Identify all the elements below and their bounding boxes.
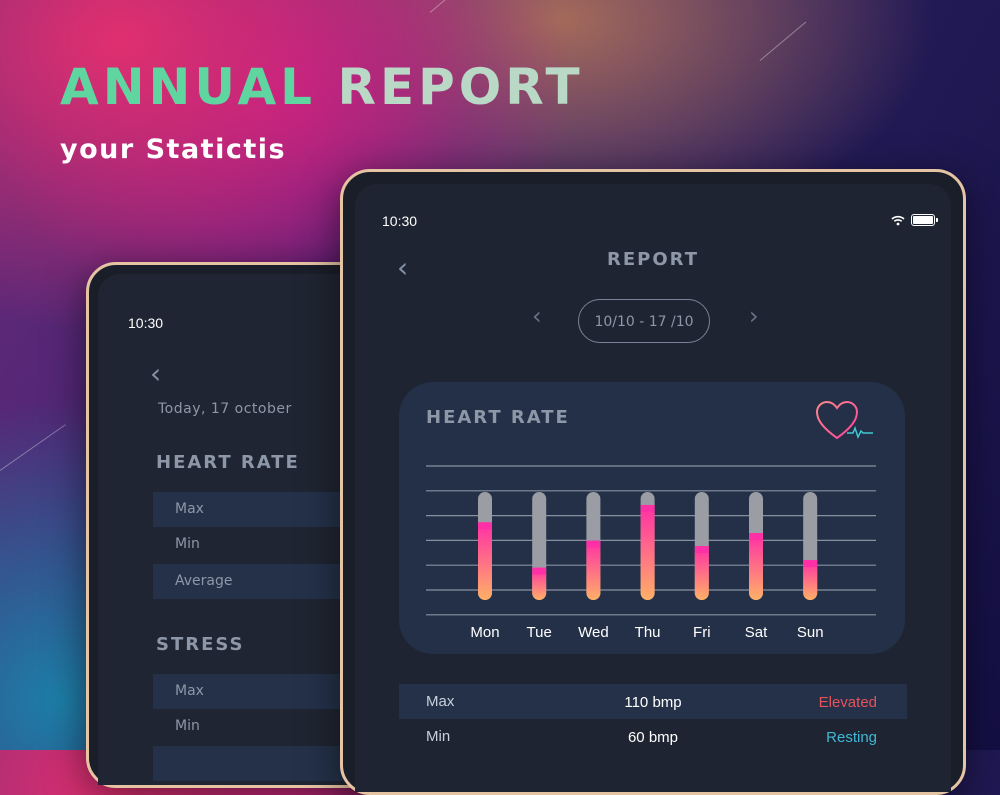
chart-bar-cap [803, 560, 818, 568]
chart-bar-sat[interactable] [749, 533, 763, 600]
chart-bar-cap [532, 567, 547, 575]
headline-subtitle: your Statictis [60, 134, 287, 165]
chart-bar-cap [749, 533, 763, 541]
chart-tick-label: Sat [745, 624, 768, 641]
heart-rate-card: HEART RATE Mon Tue Wed Thu Fri Sat Sun [399, 382, 905, 654]
chart-bar-cap [586, 540, 601, 548]
chart-bar-mon[interactable] [478, 522, 492, 600]
chart-bar-cap [640, 504, 655, 512]
chart-bar-cap [694, 546, 709, 553]
stress-title: STRESS [156, 634, 245, 655]
back-chevron-icon[interactable]: ‹ [150, 357, 162, 390]
prev-range-chevron-icon[interactable]: ‹ [532, 302, 542, 330]
chart-tick-label: Tue [527, 624, 552, 641]
heart-rate-title: HEART RATE [156, 452, 300, 473]
stats-table: Max 110 bmp Elevated Min 60 bmp Resting [399, 684, 907, 754]
date-range-pill[interactable]: 10/10 - 17 /10 [578, 299, 710, 343]
battery-icon [911, 214, 938, 226]
headline-word-report: REPORT [337, 58, 584, 116]
chart-bar-tue[interactable] [532, 567, 547, 600]
light-streak [759, 21, 807, 61]
heart-rate-chart: Mon Tue Wed Thu Fri Sat Sun [426, 465, 876, 641]
heart-rate-row-min[interactable]: Min [175, 536, 200, 552]
chart-tick-label: Wed [578, 624, 609, 641]
stat-value: 60 bmp [627, 729, 679, 746]
chart-tick-label: Sun [797, 624, 824, 641]
stat-status: Elevated [818, 694, 877, 711]
back-chevron-icon[interactable]: ‹ [397, 251, 409, 284]
chart-tick-label: Fri [693, 624, 711, 641]
next-range-chevron-icon[interactable]: › [749, 302, 759, 330]
wifi-icon [891, 215, 905, 225]
headline-word-annual: ANNUAL [60, 58, 317, 116]
heart-pulse-icon [815, 400, 873, 440]
today-date: Today, 17 october [158, 401, 292, 417]
light-streak [429, 0, 461, 13]
page-title: REPORT [607, 249, 699, 270]
heart-rate-card-title: HEART RATE [426, 407, 570, 428]
chart-bar-cap [478, 522, 492, 530]
status-time: 10:30 [128, 315, 164, 331]
chart-bar-fri[interactable] [694, 546, 709, 600]
stat-label: Max [426, 693, 455, 710]
stat-row-max[interactable]: Max 110 bmp Elevated [399, 684, 907, 719]
status-icons [891, 214, 938, 226]
chart-bar-wed[interactable] [586, 540, 601, 600]
chart-bar-sun[interactable] [803, 560, 818, 600]
light-streak [0, 424, 66, 471]
headline: ANNUAL REPORT [60, 62, 584, 112]
stat-status: Resting [826, 729, 877, 746]
chart-tick-label: Thu [635, 624, 661, 641]
chart-tick-label: Mon [470, 624, 499, 641]
stress-row-min[interactable]: Min [175, 718, 200, 734]
status-time: 10:30 [382, 213, 418, 229]
front-tablet: 10:30 ‹ REPORT ‹ 10/10 - 17 /10 › HEART … [340, 169, 966, 795]
stat-value: 110 bmp [624, 694, 682, 711]
stat-label: Min [426, 728, 451, 745]
stat-row-min[interactable]: Min 60 bmp Resting [399, 719, 907, 754]
chart-bar-thu[interactable] [640, 504, 655, 600]
front-tablet-screen: 10:30 ‹ REPORT ‹ 10/10 - 17 /10 › HEART … [355, 184, 951, 792]
